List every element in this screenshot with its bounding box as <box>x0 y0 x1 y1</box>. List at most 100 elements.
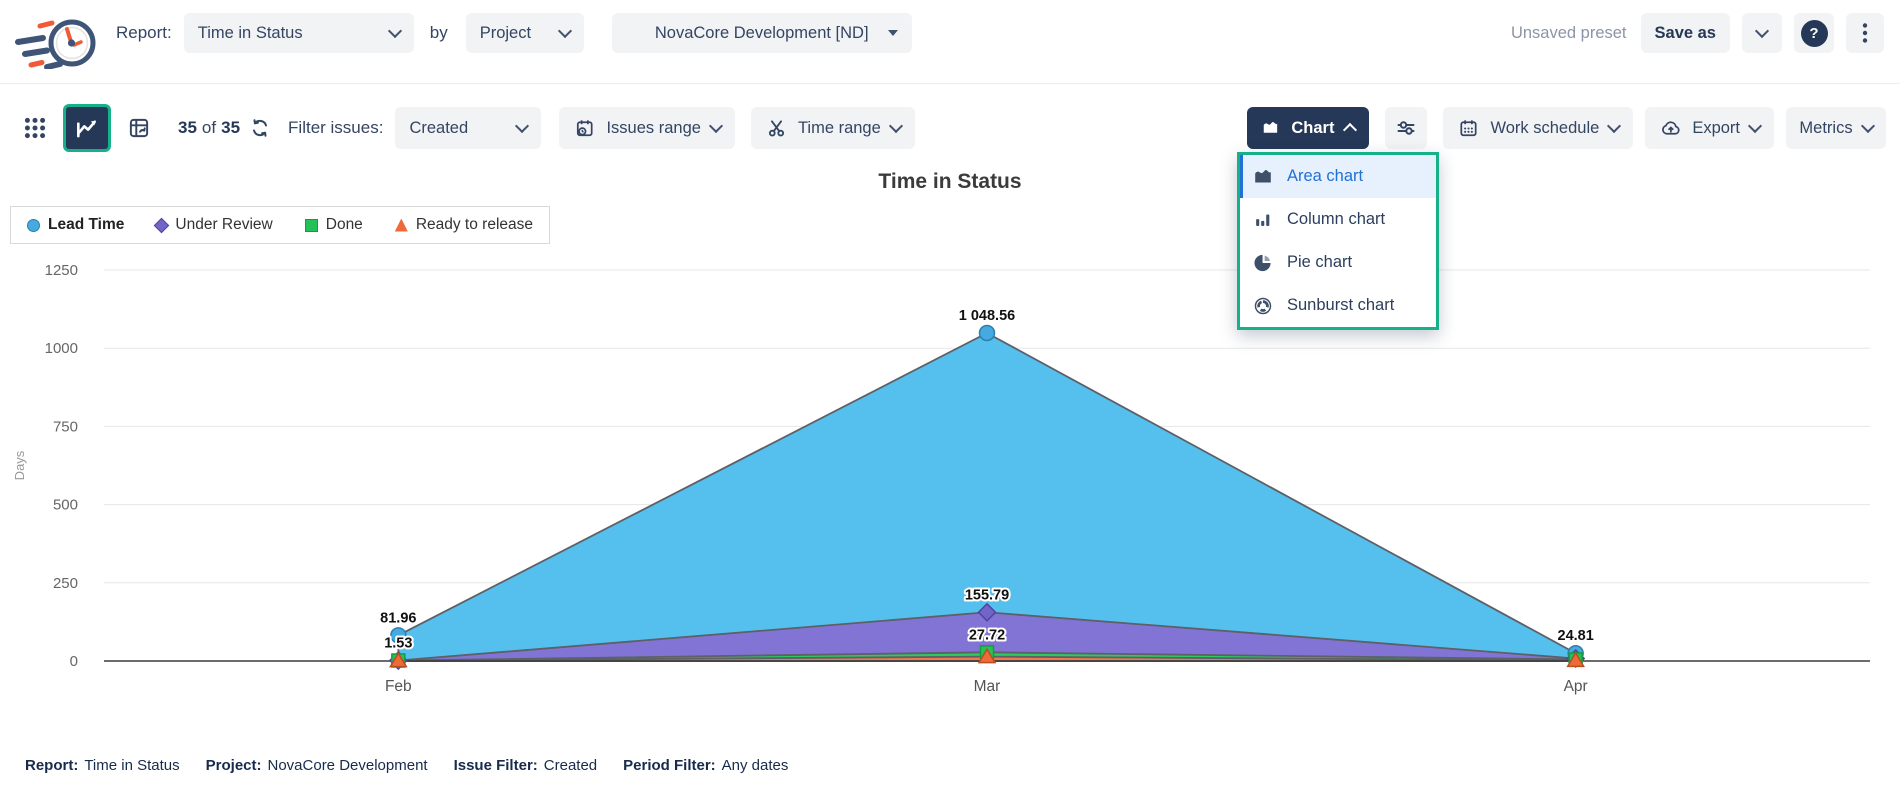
y-axis-tick-750: 750 <box>53 418 78 435</box>
issue-count: 35 of 35 <box>178 118 240 138</box>
legend-label: Done <box>325 216 363 233</box>
count-total: 35 <box>221 118 241 137</box>
legend-item-lead-time[interactable]: Lead Time <box>27 216 124 234</box>
y-axis-tick-250: 250 <box>53 575 78 592</box>
legend-item-done[interactable]: Done <box>304 216 363 234</box>
caret-down-icon <box>887 30 898 36</box>
by-label: by <box>429 23 448 42</box>
top-header-bar: Report: Time in Status by Project NovaCo… <box>0 0 1900 84</box>
line-chart-icon <box>77 120 96 138</box>
menu-item-label: Pie chart <box>1287 253 1353 271</box>
footer-label: Report: <box>25 757 79 774</box>
data-label-lead-time-feb: 81.96 <box>380 610 416 626</box>
count-of-label: of <box>201 118 217 137</box>
legend-marker-circle <box>27 218 40 232</box>
project-select[interactable]: NovaCore Development [ND] <box>611 13 912 53</box>
legend-item-under-review[interactable]: Under Review <box>154 216 273 234</box>
y-axis-tick-500: 500 <box>53 497 78 514</box>
legend-marker-triangle <box>394 218 408 232</box>
chevron-down-icon <box>515 118 530 134</box>
metrics-label: Metrics <box>1799 118 1853 137</box>
app-logo-stopwatch-icon <box>10 11 98 74</box>
save-as-label: Save as <box>1654 23 1716 42</box>
sunburst-chart-icon <box>1254 297 1272 314</box>
menu-item-pie-chart[interactable]: Pie chart <box>1240 241 1436 284</box>
y-axis-tick-0: 0 <box>70 653 78 670</box>
group-by-value: Project <box>479 23 532 42</box>
legend-label: Lead Time <box>48 216 125 233</box>
issues-range-button[interactable]: Issues range <box>559 107 735 149</box>
legend-marker-square <box>304 218 318 232</box>
chevron-up-icon <box>1343 122 1358 138</box>
chevron-down-icon <box>1860 118 1875 134</box>
point-ready-to-release-apr[interactable] <box>1566 651 1585 668</box>
chart-button-label: Chart <box>1291 118 1335 137</box>
legend-item-ready-to-release[interactable]: Ready to release <box>394 216 533 234</box>
chart-type-menu: Area chart Column chart Pie chart <box>1237 152 1439 330</box>
point-lead-time-feb[interactable] <box>390 627 407 644</box>
time-range-label: Time range <box>797 118 881 137</box>
issues-range-label: Issues range <box>606 118 701 137</box>
help-button[interactable]: ? <box>1794 13 1834 53</box>
refresh-button[interactable] <box>248 116 272 140</box>
grid-view-button[interactable] <box>14 107 56 149</box>
menu-item-sunburst-chart[interactable]: Sunburst chart <box>1240 284 1436 327</box>
report-summary-footer: Report: Time in Status Project: NovaCore… <box>25 757 788 774</box>
chevron-down-icon <box>1754 23 1770 39</box>
menu-item-label: Sunburst chart <box>1287 296 1395 314</box>
report-type-value: Time in Status <box>197 23 303 42</box>
save-options-chevron-button[interactable] <box>1742 13 1782 53</box>
menu-item-area-chart[interactable]: Area chart <box>1240 155 1436 198</box>
point-ready-to-release-mar[interactable] <box>977 647 997 664</box>
save-as-button[interactable]: Save as <box>1640 13 1730 53</box>
grid-dots-icon <box>24 117 46 139</box>
question-mark-icon: ? <box>1800 19 1828 47</box>
metrics-button[interactable]: Metrics <box>1786 107 1886 149</box>
kebab-menu-icon <box>1862 23 1868 43</box>
issue-filter-value: Created <box>409 118 469 137</box>
menu-item-label: Area chart <box>1287 167 1364 185</box>
point-ready-to-release-feb[interactable] <box>389 651 408 668</box>
project-value: NovaCore Development [ND] <box>654 23 869 42</box>
data-label-lead-time-mar: 1 048.56 <box>959 308 1015 324</box>
chart-view-button-selected[interactable] <box>66 107 108 149</box>
chart-settings-button[interactable] <box>1385 107 1428 149</box>
calendar-icon <box>1460 119 1478 136</box>
report-toolbar: 35 of 35 Filter issues: Created <box>0 85 1900 149</box>
group-by-select[interactable]: Project <box>465 13 584 53</box>
export-button[interactable]: Export <box>1645 107 1774 149</box>
report-type-select[interactable]: Time in Status <box>183 13 414 53</box>
chevron-down-icon <box>708 118 724 134</box>
time-range-button[interactable]: Time range <box>750 107 915 149</box>
point-under-review-mar[interactable] <box>977 602 997 622</box>
issue-filter-select[interactable]: Created <box>395 107 542 149</box>
area-chart-icon <box>1264 121 1278 133</box>
point-lead-time-mar[interactable] <box>978 324 996 342</box>
pivot-view-button[interactable] <box>118 107 160 149</box>
area-chart-icon <box>1255 169 1271 182</box>
cloud-export-icon <box>1662 120 1680 135</box>
export-label: Export <box>1692 118 1740 137</box>
time-in-status-area-chart: 0 250 500 750 1000 1250 Days 81.96 1 048.56 24.81… <box>12 262 1870 695</box>
footer-label: Issue Filter: <box>453 757 538 774</box>
x-axis-label-apr: Apr <box>1564 678 1588 695</box>
x-axis-label-mar: Mar <box>974 678 1001 695</box>
footer-value: Time in Status <box>84 757 180 774</box>
work-schedule-label: Work schedule <box>1490 118 1600 137</box>
chevron-down-icon <box>557 23 572 39</box>
pie-chart-icon <box>1254 254 1271 271</box>
y-axis-tick-1250: 1250 <box>45 262 78 279</box>
menu-item-column-chart[interactable]: Column chart <box>1240 198 1436 241</box>
footer-project: Project: NovaCore Development <box>206 757 428 774</box>
preset-status-text: Unsaved preset <box>1510 24 1627 42</box>
work-schedule-button[interactable]: Work schedule <box>1443 107 1634 149</box>
data-label-done-mar: 27.72 <box>969 627 1005 643</box>
column-chart-icon <box>1256 214 1270 226</box>
footer-value: Any dates <box>721 757 789 774</box>
chart-type-button[interactable]: Chart <box>1247 107 1370 149</box>
more-options-kebab-button[interactable] <box>1846 13 1884 53</box>
footer-value: NovaCore Development <box>267 757 428 774</box>
footer-issue-filter: Issue Filter: Created <box>454 757 598 774</box>
calendar-clock-icon <box>577 119 594 136</box>
footer-value: Created <box>543 757 598 774</box>
